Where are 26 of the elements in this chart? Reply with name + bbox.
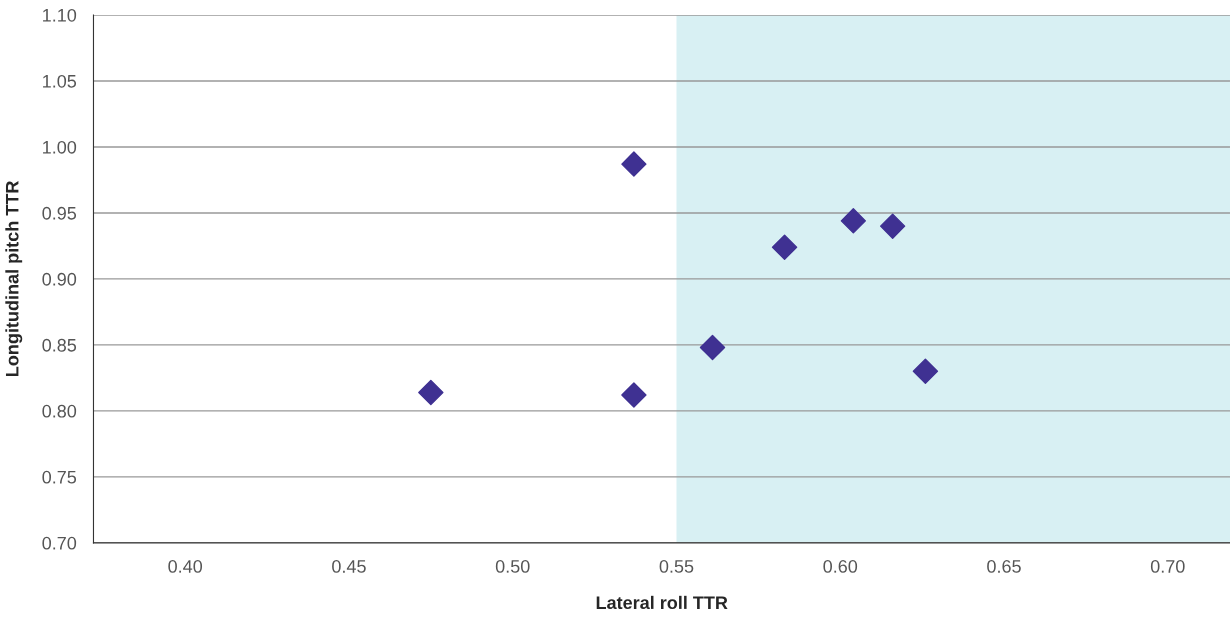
x-tick-label: 0.40 [168, 560, 203, 573]
y-tick-label: 0.90 [42, 272, 77, 286]
point [418, 379, 444, 406]
x-tick-label: 0.65 [987, 560, 1021, 573]
y-tick-label: 1.10 [43, 8, 77, 22]
y-axis-title: Longitudinal pitch TTR [5, 181, 23, 376]
y-tick-label: 0.85 [42, 338, 77, 352]
x-tick-label: 0.45 [332, 560, 366, 573]
y-tick-label: 0.70 [42, 536, 77, 550]
x-tick-label: 0.60 [823, 560, 858, 573]
point [879, 213, 906, 239]
y-tick-label: 1.00 [43, 140, 77, 154]
point [771, 234, 798, 260]
y-tick-label: 1.05 [43, 74, 77, 88]
point [621, 151, 647, 177]
y-tick-label: 0.95 [42, 206, 77, 220]
point [912, 358, 939, 385]
point [840, 208, 867, 234]
x-tick-label: 0.70 [1150, 560, 1185, 573]
x-axis-title: Lateral roll TTR [596, 595, 728, 610]
x-tick-label: 0.50 [495, 560, 530, 573]
point [699, 334, 726, 361]
x-tick-label: 0.55 [659, 560, 694, 573]
y-tick-label: 0.80 [42, 404, 77, 418]
y-tick-label: 0.75 [42, 470, 77, 484]
point [621, 382, 647, 408]
